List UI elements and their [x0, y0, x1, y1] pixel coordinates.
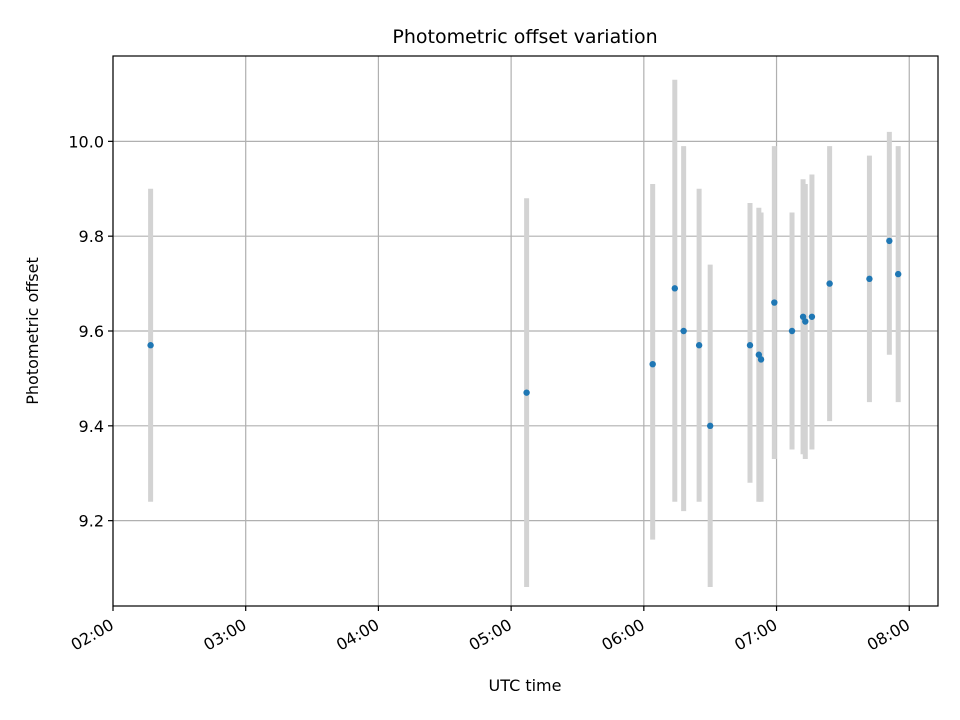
data-point — [788, 327, 796, 335]
data-point — [649, 360, 656, 368]
y-tick-label: 9.6 — [79, 322, 104, 341]
chart-title: Photometric offset variation — [392, 26, 657, 48]
data-point — [755, 351, 763, 358]
data-point — [671, 285, 678, 292]
y-tick-label: 9.8 — [79, 227, 104, 246]
data-point — [746, 342, 754, 349]
data-point — [802, 318, 809, 325]
data-point — [808, 313, 816, 320]
y-tick-label: 10.0 — [68, 132, 104, 151]
data-point — [799, 313, 807, 320]
y-tick-label: 9.4 — [79, 417, 104, 436]
data-point — [894, 270, 902, 278]
y-axis-label: Photometric offset — [23, 257, 42, 405]
data-point — [695, 342, 703, 349]
x-axis-label: UTC time — [489, 676, 562, 695]
y-axis-ticks: 9.2 9.4 9.6 9.8 10.0 — [68, 132, 113, 531]
data-point — [680, 327, 687, 335]
data-point — [866, 275, 873, 283]
data-point — [757, 356, 765, 363]
data-point — [886, 237, 893, 245]
data-point — [147, 342, 154, 349]
data-point — [771, 299, 778, 306]
data-point — [826, 280, 833, 287]
data-point — [706, 422, 714, 430]
point-layer — [147, 237, 902, 430]
data-point — [523, 389, 530, 396]
y-tick-label: 9.2 — [79, 512, 104, 531]
